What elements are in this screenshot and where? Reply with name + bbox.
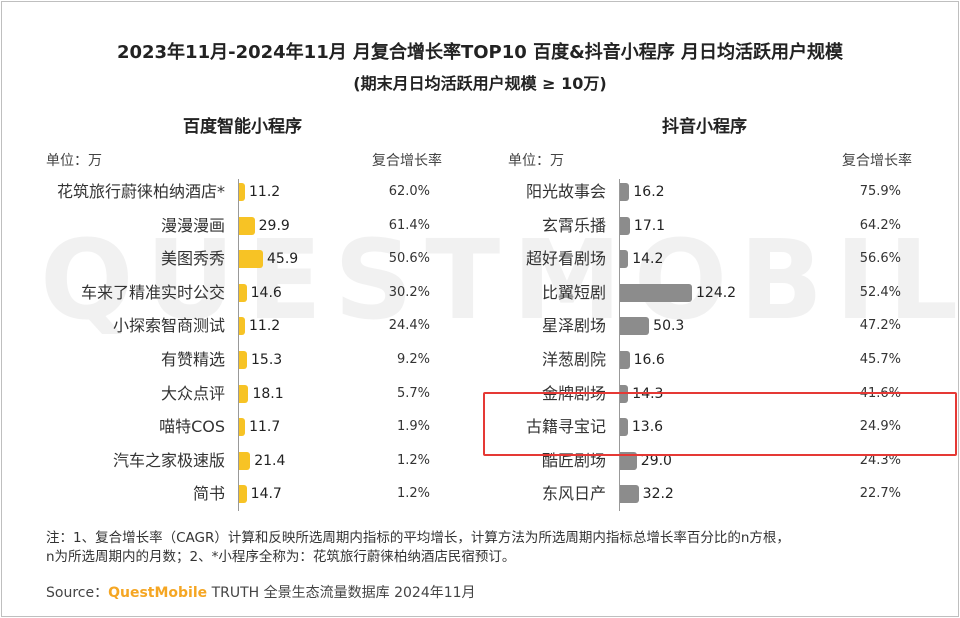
baidu-bar xyxy=(239,385,249,403)
baidu-value-label: 45.9 xyxy=(267,251,299,267)
douyin-value-label: 14.2 xyxy=(632,251,664,267)
baidu-category-label: 花筑旅行蔚徕柏纳酒店* xyxy=(56,182,225,201)
baidu-rate-header: 复合增长率 xyxy=(372,153,442,169)
source-brand: QuestMobile xyxy=(108,585,208,601)
baidu-category-label: 大众点评 xyxy=(160,384,225,403)
baidu-bar xyxy=(239,250,263,268)
baidu-value-label: 29.9 xyxy=(258,218,290,234)
baidu-bar xyxy=(239,485,247,503)
baidu-value-label: 21.4 xyxy=(254,453,286,469)
baidu-rate-label: 1.2% xyxy=(396,486,430,501)
douyin-rate-label: 52.4% xyxy=(859,285,901,300)
douyin-axis-line xyxy=(619,179,620,511)
douyin-value-label: 29.0 xyxy=(640,453,672,469)
baidu-category-label: 简书 xyxy=(192,484,225,503)
baidu-value-label: 11.2 xyxy=(249,184,281,200)
douyin-rate-label: 64.2% xyxy=(859,218,901,233)
baidu-bar xyxy=(239,452,251,470)
baidu-rate-label: 61.4% xyxy=(388,218,430,233)
douyin-value-label: 32.2 xyxy=(642,486,674,502)
footnote-line-1: 注：1、复合增长率（CAGR）计算和反映所选周期内指标的平均增长，计算方法为所选… xyxy=(46,530,790,546)
douyin-bar xyxy=(620,317,650,335)
douyin-value-label: 13.6 xyxy=(631,419,664,435)
baidu-category-label: 美图秀秀 xyxy=(160,249,225,268)
douyin-category-label: 比翼短剧 xyxy=(541,283,606,302)
douyin-bar xyxy=(620,250,629,268)
douyin-rate-label: 75.9% xyxy=(859,184,901,199)
chart-subtitle: (期末月日均活跃用户规模 ≥ 10万) xyxy=(353,74,607,93)
baidu-rate-label: 1.9% xyxy=(396,419,430,434)
douyin-rate-label: 47.2% xyxy=(859,318,901,333)
baidu-category-label: 小探索智商测试 xyxy=(112,316,225,335)
baidu-value-label: 15.3 xyxy=(251,352,283,368)
baidu-bar xyxy=(239,317,245,335)
douyin-bar xyxy=(620,284,692,302)
douyin-category-label: 星泽剧场 xyxy=(541,316,606,335)
douyin-unit-label: 单位：万 xyxy=(508,153,564,169)
baidu-rate-label: 1.2% xyxy=(396,453,430,468)
baidu-category-label: 漫漫漫画 xyxy=(160,216,225,235)
douyin-rate-label: 24.3% xyxy=(859,453,901,468)
douyin-rate-label: 24.9% xyxy=(859,419,901,434)
chart-title: 2023年11月-2024年11月 月复合增长率TOP10 百度&抖音小程序 月… xyxy=(116,42,844,63)
douyin-bar xyxy=(620,351,630,369)
douyin-bar xyxy=(620,183,630,201)
baidu-rate-label: 30.2% xyxy=(388,285,430,300)
baidu-value-label: 18.1 xyxy=(252,386,284,402)
douyin-value-label: 124.2 xyxy=(696,285,737,301)
douyin-bar xyxy=(620,485,639,503)
source-line: Source：QuestMobile TRUTH 全景生态流量数据库 2024年… xyxy=(46,582,476,602)
baidu-bar xyxy=(239,217,255,235)
douyin-value-label: 16.2 xyxy=(633,184,665,200)
baidu-bar xyxy=(239,418,246,436)
baidu-rate-label: 24.4% xyxy=(388,318,430,333)
douyin-bar xyxy=(620,452,637,470)
baidu-value-label: 14.6 xyxy=(250,285,282,301)
douyin-category-label: 阳光故事会 xyxy=(525,182,606,201)
douyin-rate-label: 56.6% xyxy=(859,251,901,266)
source-prefix: Source： xyxy=(46,585,109,601)
baidu-panel-title: 百度智能小程序 xyxy=(183,117,302,137)
baidu-bar xyxy=(239,183,245,201)
douyin-value-label: 17.1 xyxy=(633,218,666,234)
douyin-category-label: 古籍寻宝记 xyxy=(525,417,606,436)
baidu-value-label: 11.2 xyxy=(249,318,281,334)
baidu-category-label: 喵特COS xyxy=(159,417,225,436)
footnote-line-2: n为所选周期内的月数；2、*小程序全称为：花筑旅行蔚徕柏纳酒店民宿预订。 xyxy=(46,549,516,565)
douyin-category-label: 超好看剧场 xyxy=(525,249,606,268)
baidu-value-label: 11.7 xyxy=(249,419,281,435)
douyin-bar xyxy=(620,385,629,403)
douyin-value-label: 14.3 xyxy=(632,386,664,402)
highlight-box xyxy=(483,392,957,456)
baidu-bar xyxy=(239,284,247,302)
douyin-rate-label: 22.7% xyxy=(859,486,901,501)
baidu-unit-label: 单位：万 xyxy=(46,153,102,169)
baidu-category-label: 有赞精选 xyxy=(160,350,225,369)
baidu-category-label: 汽车之家极速版 xyxy=(112,451,225,470)
douyin-category-label: 洋葱剧院 xyxy=(541,350,606,369)
source-suffix: TRUTH 全景生态流量数据库 2024年11月 xyxy=(207,585,476,601)
douyin-bar xyxy=(620,217,630,235)
douyin-rate-header: 复合增长率 xyxy=(842,153,912,169)
baidu-value-label: 14.7 xyxy=(250,486,282,502)
douyin-panel-title: 抖音小程序 xyxy=(662,117,747,137)
douyin-category-label: 玄霄乐播 xyxy=(541,216,606,235)
baidu-bar xyxy=(239,351,247,369)
baidu-rate-label: 9.2% xyxy=(396,352,430,367)
douyin-value-label: 16.6 xyxy=(633,352,665,368)
douyin-bar xyxy=(620,418,628,436)
baidu-rate-label: 50.6% xyxy=(388,251,430,266)
baidu-rate-label: 5.7% xyxy=(396,386,430,401)
baidu-category-label: 车来了精准实时公交 xyxy=(80,283,225,302)
douyin-rate-label: 45.7% xyxy=(859,352,901,367)
douyin-category-label: 东风日产 xyxy=(541,484,606,503)
douyin-value-label: 50.3 xyxy=(653,318,685,334)
baidu-rate-label: 62.0% xyxy=(388,184,430,199)
baidu-axis-line xyxy=(238,179,239,511)
